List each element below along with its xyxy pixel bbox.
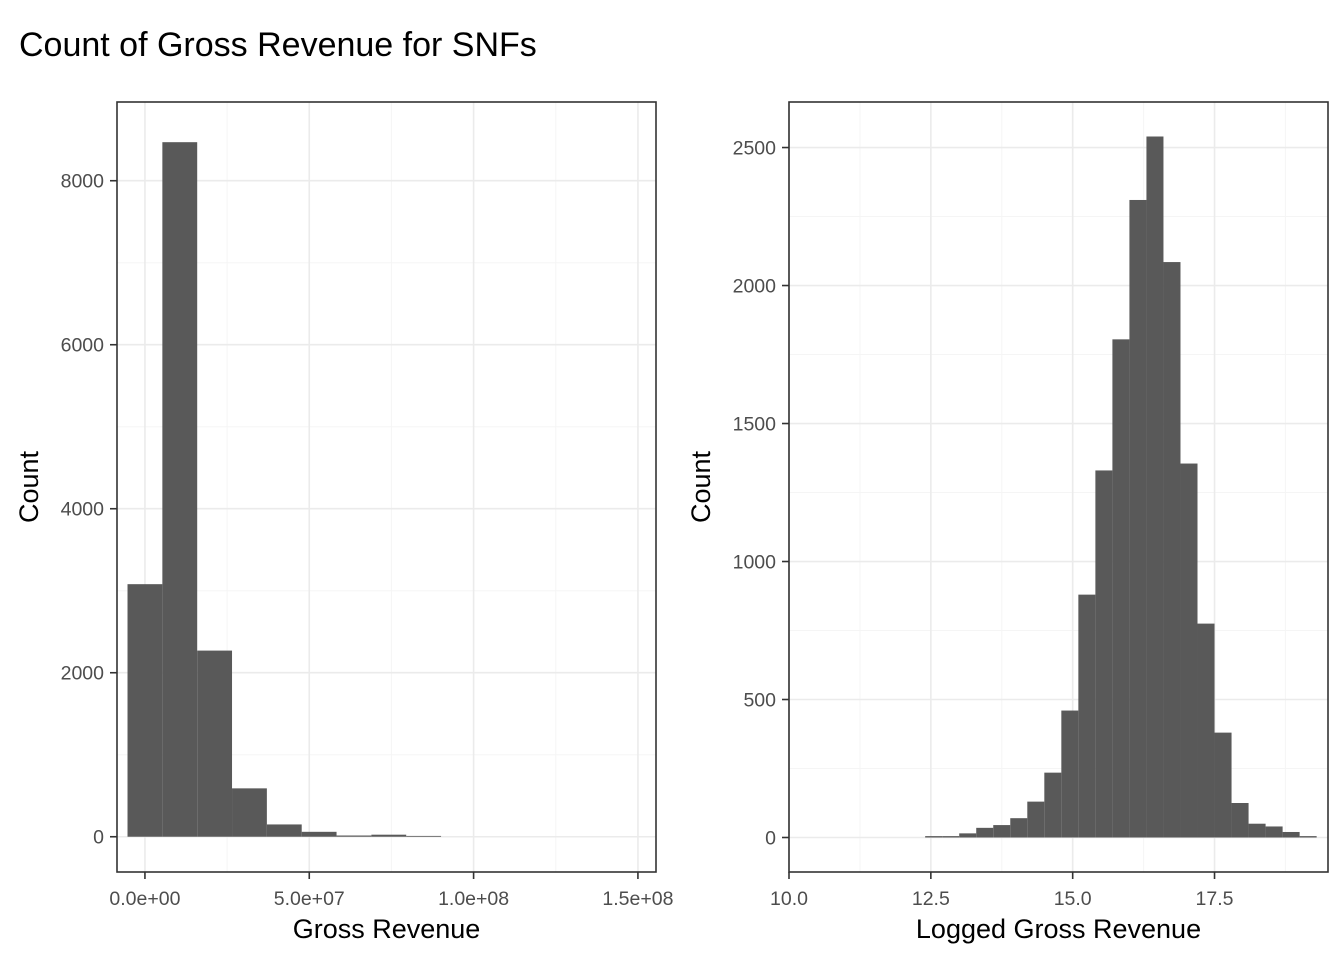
histogram-bar — [197, 650, 233, 837]
histogram-bar — [976, 827, 994, 838]
histogram-bar — [1231, 803, 1249, 838]
histogram-bar — [266, 824, 302, 837]
histogram-bar — [925, 836, 943, 838]
x-tick-label: 5.0e+07 — [274, 888, 345, 910]
histogram-bar — [1214, 732, 1232, 838]
panel-border — [116, 101, 657, 873]
y-tick-label: 500 — [743, 690, 776, 712]
histogram-bar — [1248, 823, 1266, 838]
histogram-bar — [127, 584, 163, 837]
y-tick-label: 0 — [93, 827, 104, 849]
histogram-bar — [1027, 801, 1045, 838]
histogram-bar — [162, 142, 198, 837]
x-axis-title: Gross Revenue — [293, 914, 481, 944]
histogram-bar — [1129, 199, 1147, 838]
y-tick-label: 1500 — [733, 414, 777, 436]
x-tick-label: 12.5 — [912, 888, 950, 910]
x-tick-label: 15.0 — [1054, 888, 1092, 910]
histogram-logged-gross-revenue: 0 500 1000 1500 2000 2500 10.0 12.5 15.0 17.5 Logg… — [686, 101, 1329, 944]
y-axis-title: Count — [686, 450, 716, 523]
histogram-bar — [1010, 818, 1028, 838]
histogram-bar — [1163, 262, 1181, 838]
page-title: Count of Gross Revenue for SNFs — [19, 26, 537, 64]
x-axis-title: Logged Gross Revenue — [916, 914, 1201, 944]
histogram-bar — [942, 836, 960, 838]
x-tick-label: 1.5e+08 — [602, 888, 673, 910]
histogram-bar — [1146, 136, 1164, 838]
histogram-bar — [1265, 826, 1283, 838]
histogram-bar — [1180, 463, 1198, 838]
histogram-bar — [1299, 836, 1317, 838]
histogram-bar — [1112, 339, 1130, 838]
x-tick-label: 0.0e+00 — [109, 888, 180, 910]
y-tick-label: 6000 — [61, 335, 105, 357]
x-tick-label: 10.0 — [770, 888, 808, 910]
y-tick-label: 2000 — [61, 663, 105, 685]
histogram-bar — [993, 825, 1011, 838]
histogram-bar — [336, 835, 372, 837]
histogram-bar — [406, 835, 442, 837]
histogram-bar — [1061, 710, 1079, 838]
histogram-bar — [1044, 772, 1062, 838]
panel-border — [788, 101, 1329, 873]
y-tick-label: 4000 — [61, 499, 105, 521]
x-tick-label: 17.5 — [1196, 888, 1234, 910]
histogram-gross-revenue: 0 2000 4000 6000 8000 0.0e+00 5.0e+07 1.0e+08 1.… — [14, 101, 673, 944]
y-tick-label: 1000 — [733, 552, 777, 574]
histogram-bar — [301, 831, 337, 837]
histogram-bar — [1282, 831, 1300, 838]
y-tick-label: 8000 — [61, 171, 105, 193]
histogram-bar — [232, 788, 267, 837]
histogram-bar — [1197, 623, 1215, 838]
y-tick-label: 2000 — [733, 276, 777, 298]
x-tick-label: 1.0e+08 — [438, 888, 509, 910]
y-tick-label: 2500 — [733, 138, 777, 160]
y-axis-title: Count — [14, 450, 44, 523]
y-tick-label: 0 — [765, 828, 776, 850]
histogram-bar — [1078, 594, 1096, 838]
histogram-bar — [1095, 470, 1113, 838]
histogram-bar — [959, 833, 977, 838]
histogram-bar — [371, 834, 407, 837]
